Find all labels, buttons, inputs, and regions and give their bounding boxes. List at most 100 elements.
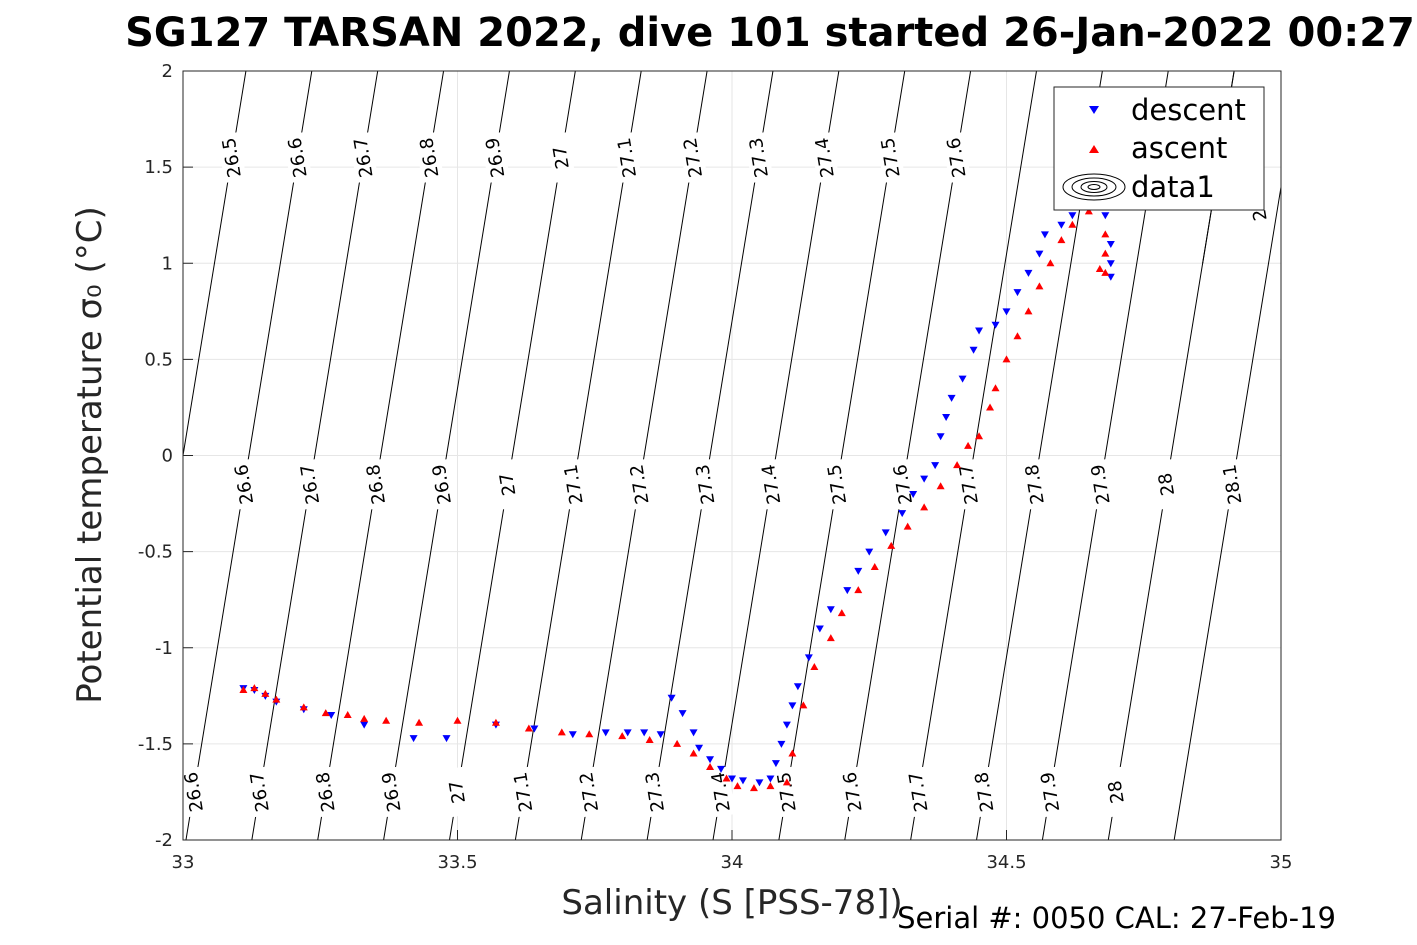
descent-point: [755, 779, 764, 787]
ascent-point: [585, 730, 594, 738]
contour-label-bg: [744, 132, 774, 183]
contour-label-bg: [282, 132, 313, 183]
descent-point: [909, 490, 918, 498]
contour-label-bg: [480, 132, 511, 183]
contour-label-bg: [1101, 766, 1131, 818]
contour-label: 28: [1155, 471, 1179, 497]
ascent-point: [491, 718, 500, 726]
descent-point: [409, 735, 418, 743]
x-axis-ticks: 33 33.5 34 34.5 35: [172, 830, 1292, 873]
descent-point: [640, 729, 649, 737]
descent-point: [1106, 260, 1115, 268]
contour-label-bg: [875, 132, 906, 183]
contour-label-bg: [1151, 458, 1182, 510]
descent-point: [601, 729, 610, 737]
density-contour-line: [778, 71, 906, 840]
y-tick-label: 0.5: [144, 349, 173, 370]
ascent-point: [870, 563, 879, 571]
density-contour-line: [910, 71, 1037, 840]
ascent-point: [689, 749, 698, 757]
descent-point: [969, 346, 978, 354]
density-contour-line: [580, 71, 708, 840]
contour-label-bg: [427, 458, 457, 510]
contour-label-bg: [376, 766, 407, 818]
ascent-point: [782, 778, 791, 786]
ascent-point: [239, 686, 248, 694]
legend-box: [1053, 86, 1265, 211]
descent-point: [623, 729, 632, 737]
contour-label: 27: [446, 779, 470, 805]
descent-point: [782, 721, 791, 729]
density-contour-line: [317, 71, 445, 840]
ascent-point: [964, 441, 973, 449]
descent-point: [568, 731, 577, 739]
ascent-point: [415, 718, 424, 726]
ascent-point: [1046, 259, 1055, 267]
ascent-point: [1024, 307, 1033, 315]
descent-point: [1106, 241, 1115, 249]
contour-label-bg: [954, 458, 984, 510]
ascent-point: [343, 711, 352, 719]
density-contour-line: [251, 71, 379, 840]
contour-label-bg: [348, 132, 379, 183]
ascent-point: [722, 774, 731, 782]
contour-label-bg: [1019, 458, 1050, 510]
ascent-point: [749, 784, 758, 792]
x-tick-label: 33: [172, 852, 195, 873]
density-contour-line: [448, 71, 576, 840]
y-axis-ticks: -2 -1.5 -1 -0.5 0 0.5 1 1.5 2: [138, 61, 193, 851]
ascent-point: [1084, 207, 1093, 215]
descent-point: [1040, 231, 1049, 239]
density-contour-line: [1173, 183, 1281, 840]
descent-point: [788, 702, 797, 710]
ascent-point: [766, 782, 775, 790]
y-tick-label: 2: [162, 61, 173, 82]
descent-point: [717, 765, 726, 773]
contour-label-bg: [690, 458, 721, 510]
contour-label-bg: [574, 766, 604, 818]
descent-point: [695, 744, 704, 752]
ascent-point: [991, 384, 1000, 392]
ascent-point: [261, 689, 270, 697]
contour-label-bg: [1217, 458, 1248, 510]
contour-label-bg: [442, 766, 473, 818]
ascent-point: [299, 703, 308, 711]
descent-point: [360, 721, 369, 729]
y-axis-label: Potential temperature σ₀ (°C): [70, 206, 110, 704]
ascent-point: [826, 634, 835, 642]
contour-label-bg: [809, 132, 840, 183]
ascent-point: [1101, 249, 1110, 257]
descent-point: [766, 775, 775, 783]
descent-point: [843, 587, 852, 595]
contour-label-bg: [756, 458, 786, 510]
y-tick-label: -1.5: [138, 734, 173, 755]
contour-label-bg: [1035, 766, 1066, 818]
contour-label-bg: [624, 458, 655, 510]
contour-label-bg: [903, 766, 934, 818]
ascent-point: [524, 724, 533, 732]
descent-point: [815, 625, 824, 633]
y-tick-label: 1.5: [144, 157, 173, 178]
ascent-point: [382, 716, 391, 724]
x-tick-label: 34.5: [986, 852, 1026, 873]
contour-label-bg: [1085, 458, 1116, 510]
descent-point: [777, 740, 786, 748]
serial-cal-footer: Serial #: 0050 CAL: 27-Feb-19: [897, 901, 1336, 935]
ascent-point: [645, 736, 654, 744]
contour-label-bg: [508, 766, 538, 818]
contour-label-bg: [941, 132, 972, 183]
descent-point: [804, 654, 813, 662]
ascent-point: [1068, 220, 1077, 228]
ascent-point: [936, 482, 945, 490]
density-contour-line: [844, 71, 972, 840]
descent-point: [1057, 221, 1066, 229]
ascent-point: [975, 432, 984, 440]
y-tick-label: 1: [162, 253, 173, 274]
descent-point: [975, 327, 984, 335]
ascent-point: [453, 716, 462, 724]
contour-label-bg: [229, 458, 259, 510]
descent-point: [865, 548, 874, 556]
descent-point: [656, 731, 665, 739]
descent-point: [728, 775, 736, 783]
legend-descent-marker: [1089, 106, 1099, 114]
